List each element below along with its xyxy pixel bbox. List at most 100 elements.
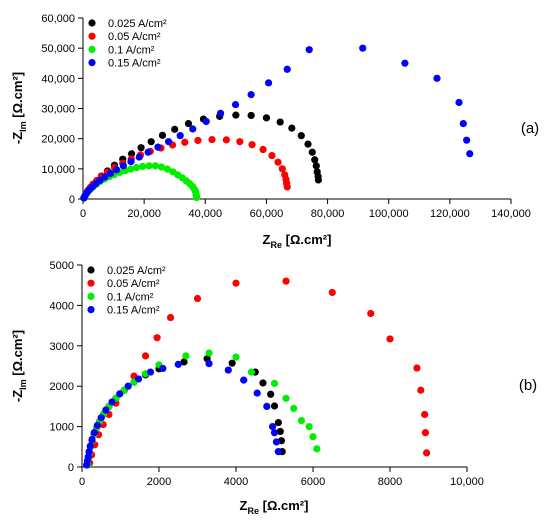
legend-entry: 0.15 A/cm² [107,305,160,317]
y-axis-label: -ZIm [Ω.cm²] [10,330,28,402]
series-3 [83,359,282,469]
y-tick-label: 60,000 [41,13,75,25]
data-point [101,173,109,181]
data-point [124,382,132,390]
data-point [314,176,322,184]
data-point [205,349,213,357]
x-tick-label: 40,000 [188,208,222,220]
data-point [268,423,277,431]
data-point [313,445,321,453]
data-point [283,65,291,73]
data-point [309,433,317,441]
data-point [267,390,275,398]
legend-entry: 0.15 A/cm² [108,58,161,70]
data-point [270,379,279,387]
data-point [180,358,188,366]
data-point [417,386,425,394]
legend-marker [88,45,96,54]
y-tick-label: 3000 [50,341,74,353]
x-tick-label: 0 [80,208,86,220]
panel-label: (b) [519,377,537,394]
data-point [262,114,271,122]
data-point [308,148,316,156]
legend-entry: 0.05 A/cm² [108,31,161,43]
legend-entry: 0.1 A/cm² [108,44,155,56]
y-tick-label: 1000 [50,422,74,434]
legend-marker [87,279,95,287]
data-point [367,309,375,318]
data-point [202,117,210,126]
data-point [85,448,93,456]
data-point [264,79,273,87]
legend-entry: 0.05 A/cm² [107,278,160,290]
y-tick-label: 30,000 [41,104,75,116]
data-point [270,429,279,437]
data-point [232,353,240,361]
data-point [305,46,313,54]
legend-entry: 0.025 A/cm² [108,18,167,30]
data-point [259,379,267,387]
data-point [116,390,124,398]
data-point [224,366,232,374]
data-point [86,442,94,450]
data-point [359,44,367,52]
y-tick-label: 10,000 [41,164,75,176]
data-point [108,398,116,406]
data-point [154,143,162,151]
data-point [102,406,110,414]
data-point [139,162,147,171]
data-point [274,448,282,456]
data-point [422,449,431,457]
data-point [146,368,155,376]
data-point [163,165,171,173]
data-point [455,98,463,107]
data-point [268,151,276,160]
data-point [166,313,175,322]
x-tick-label: 120,000 [430,208,470,220]
data-point [127,157,135,166]
data-point [466,150,474,158]
data-point [158,131,167,139]
data-point [433,74,441,82]
data-point [171,125,179,133]
series-3 [80,44,474,202]
legend-marker [88,32,96,40]
x-tick-label: 80,000 [311,208,345,220]
data-point [312,162,320,170]
legend-marker [88,59,96,67]
data-point [194,136,202,145]
data-point [157,163,166,171]
y-tick-label: 5000 [50,260,74,272]
x-tick-label: 140,000 [491,208,531,220]
data-point [297,416,306,425]
data-point [386,335,394,343]
data-point [297,132,305,140]
data-point [421,410,429,419]
legend-marker [87,266,95,274]
data-point [253,389,261,397]
data-point [153,334,161,342]
data-point [222,136,230,144]
x-tick-label: 6000 [301,476,325,488]
data-point [128,150,136,158]
data-point [276,427,284,436]
data-point [132,164,141,172]
data-point [304,140,312,148]
data-point [159,364,167,373]
data-point [263,402,271,410]
x-tick-label: 4000 [224,476,248,488]
data-point [228,359,236,367]
data-point [247,111,255,120]
data-point [305,423,313,431]
x-tick-label: 8000 [378,476,402,488]
data-point [328,288,336,297]
y-tick-label: 50,000 [41,43,75,55]
x-tick-label: 2000 [147,476,171,488]
x-tick-label: 10,000 [450,476,484,488]
series-0 [84,355,286,469]
data-point [216,109,225,117]
data-point [127,165,135,173]
data-point [90,429,98,437]
